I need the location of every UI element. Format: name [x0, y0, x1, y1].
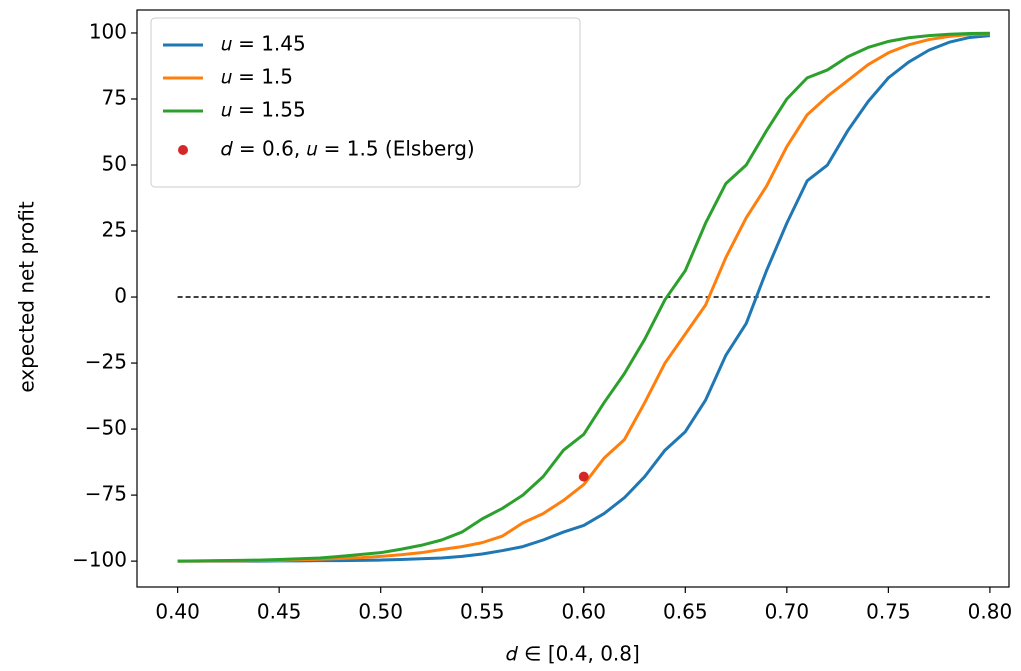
legend-label: 𝑢 = 1.55	[221, 98, 306, 122]
legend-label: 𝑢 = 1.5	[221, 65, 293, 89]
y-tick-label: 0	[114, 284, 127, 308]
legend-swatch	[178, 145, 188, 155]
y-tick-label: −25	[85, 350, 127, 374]
y-tick-label: −50	[85, 416, 127, 440]
x-tick-label: 0.80	[968, 600, 1013, 624]
x-tick-label: 0.60	[561, 600, 606, 624]
x-tick-label: 0.75	[866, 600, 911, 624]
y-tick-label: 100	[89, 19, 127, 43]
y-tick-label: 75	[102, 85, 127, 109]
x-tick-label: 0.55	[460, 600, 505, 624]
x-tick-label: 0.40	[155, 600, 200, 624]
y-axis-label: expected net profit	[15, 201, 39, 392]
y-tick-label: −100	[72, 548, 127, 572]
x-tick-label: 0.50	[358, 600, 403, 624]
y-tick-label: −75	[85, 482, 127, 506]
y-tick-label: 50	[102, 152, 127, 176]
x-tick-label: 0.45	[257, 600, 302, 624]
legend-box	[150, 17, 581, 188]
legend-label: 𝑑 = 0.6, 𝑢 = 1.5 (Elsberg)	[221, 137, 475, 161]
y-tick-label: 25	[102, 218, 127, 242]
x-tick-label: 0.70	[765, 600, 810, 624]
x-tick-label: 0.65	[663, 600, 708, 624]
point	[578, 471, 589, 482]
plot-frame	[136, 9, 1010, 588]
x-axis-label: 𝑑 ∈ [0.4, 0.8]	[506, 642, 640, 666]
line-series	[177, 31, 990, 563]
legend-label: 𝑢 = 1.45	[221, 32, 306, 56]
